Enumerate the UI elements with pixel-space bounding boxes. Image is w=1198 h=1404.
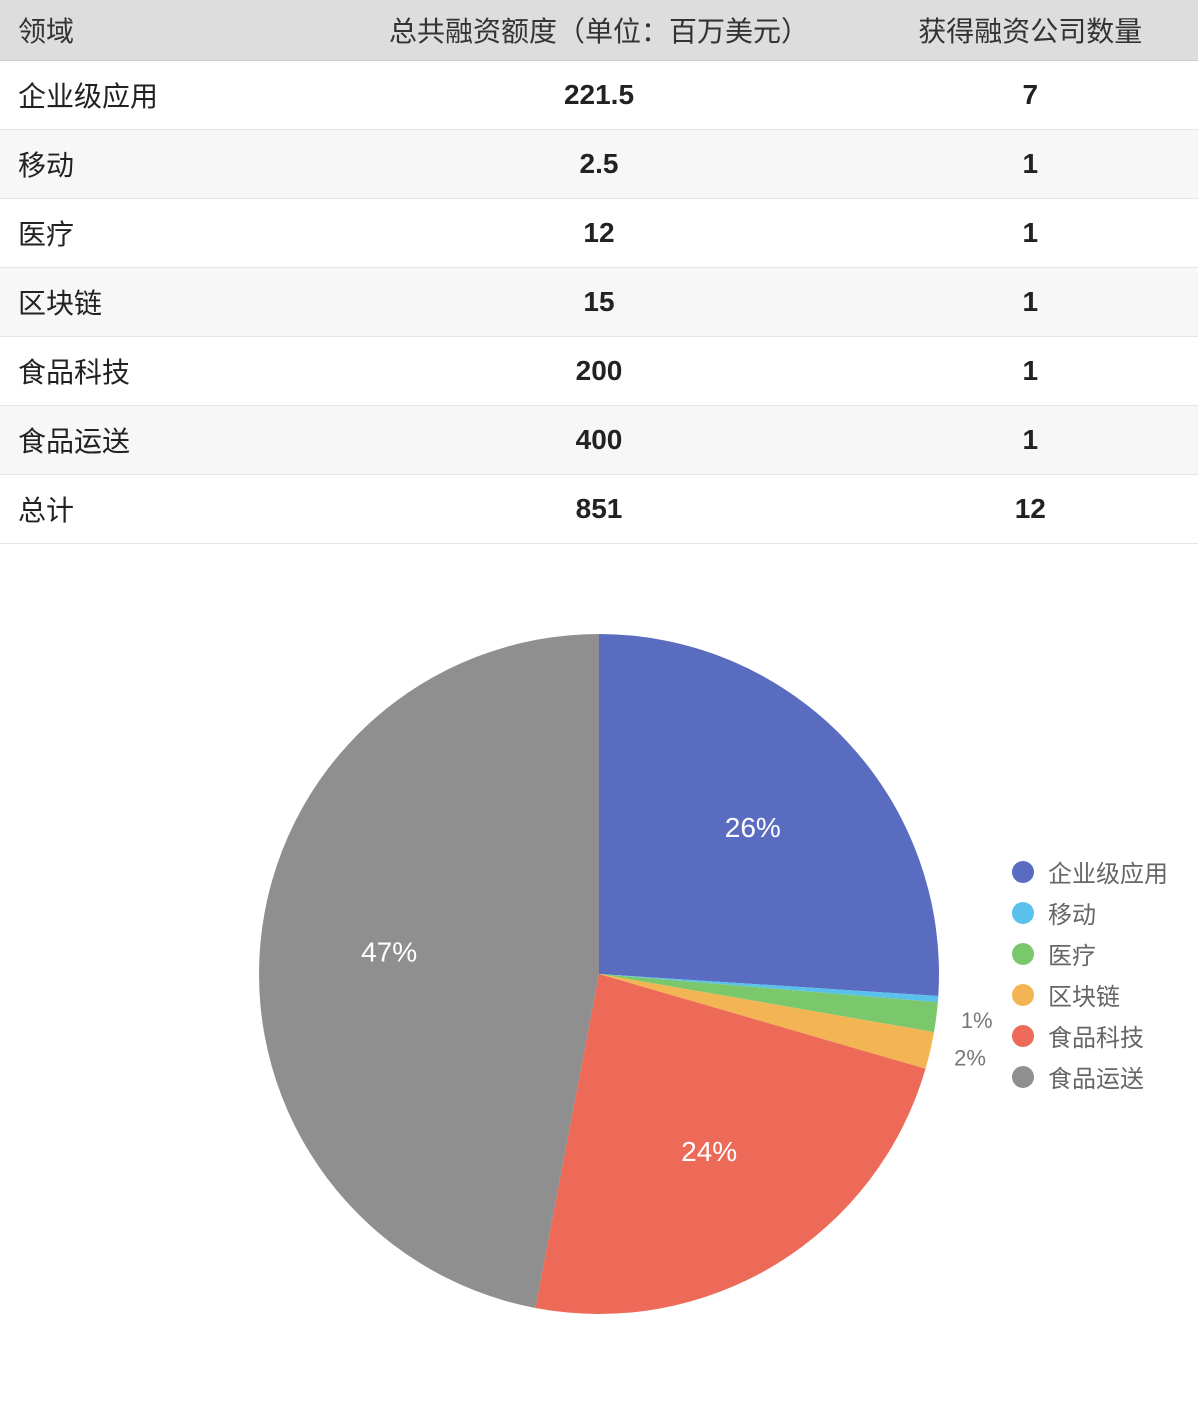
- pie-slice: [259, 634, 599, 1308]
- cell-count: 1: [863, 337, 1198, 406]
- table-row: 企业级应用221.57: [0, 61, 1198, 130]
- table-row: 区块链151: [0, 268, 1198, 337]
- cell-domain: 食品运送: [0, 406, 335, 475]
- slice-label: 1%: [961, 1008, 993, 1033]
- legend-item: 医疗: [1012, 936, 1168, 971]
- table-row: 食品科技2001: [0, 337, 1198, 406]
- legend-item: 食品运送: [1012, 1059, 1168, 1094]
- slice-label: 26%: [725, 812, 781, 843]
- page-root: 领域 总共融资额度（单位：百万美元） 获得融资公司数量 企业级应用221.57移…: [0, 0, 1198, 1404]
- legend-dot: [1012, 861, 1034, 883]
- slice-label: 24%: [681, 1136, 737, 1167]
- legend-dot: [1012, 943, 1034, 965]
- cell-count: 1: [863, 130, 1198, 199]
- col-header-count: 获得融资公司数量: [863, 0, 1198, 61]
- cell-count: 1: [863, 406, 1198, 475]
- legend-dot: [1012, 984, 1034, 1006]
- legend-item: 区块链: [1012, 977, 1168, 1012]
- cell-count: 12: [863, 475, 1198, 544]
- legend-label: 移动: [1048, 895, 1096, 930]
- legend-dot: [1012, 1025, 1034, 1047]
- legend-label: 食品科技: [1048, 1018, 1144, 1053]
- pie-area: 26% 1% 2% 24% 47% 企业级应用移动医疗区块链食品科技食品运送: [0, 584, 1198, 1364]
- cell-domain: 区块链: [0, 268, 335, 337]
- col-header-amount: 总共融资额度（单位：百万美元）: [335, 0, 862, 61]
- legend-label: 医疗: [1048, 936, 1096, 971]
- legend-dot: [1012, 1066, 1034, 1088]
- legend: 企业级应用移动医疗区块链食品科技食品运送: [1012, 848, 1168, 1100]
- cell-domain: 总计: [0, 475, 335, 544]
- funding-table: 领域 总共融资额度（单位：百万美元） 获得融资公司数量 企业级应用221.57移…: [0, 0, 1198, 544]
- cell-domain: 医疗: [0, 199, 335, 268]
- cell-count: 7: [863, 61, 1198, 130]
- legend-item: 移动: [1012, 895, 1168, 930]
- cell-domain: 企业级应用: [0, 61, 335, 130]
- cell-amount: 400: [335, 406, 862, 475]
- legend-dot: [1012, 902, 1034, 924]
- cell-domain: 移动: [0, 130, 335, 199]
- table-header-row: 领域 总共融资额度（单位：百万美元） 获得融资公司数量: [0, 0, 1198, 61]
- cell-count: 1: [863, 268, 1198, 337]
- chart-area: 26% 1% 2% 24% 47% 企业级应用移动医疗区块链食品科技食品运送: [0, 544, 1198, 1404]
- slice-label: 2%: [954, 1046, 986, 1071]
- table-row: 移动2.51: [0, 130, 1198, 199]
- legend-label: 食品运送: [1048, 1059, 1144, 1094]
- cell-amount: 200: [335, 337, 862, 406]
- table-row: 食品运送4001: [0, 406, 1198, 475]
- cell-domain: 食品科技: [0, 337, 335, 406]
- table-row: 总计85112: [0, 475, 1198, 544]
- legend-item: 食品科技: [1012, 1018, 1168, 1053]
- pie-chart: 26% 1% 2% 24% 47%: [199, 584, 999, 1364]
- legend-label: 企业级应用: [1048, 854, 1168, 889]
- legend-label: 区块链: [1048, 977, 1120, 1012]
- col-header-domain: 领域: [0, 0, 335, 61]
- slice-label: 47%: [361, 937, 417, 968]
- cell-amount: 12: [335, 199, 862, 268]
- cell-count: 1: [863, 199, 1198, 268]
- table-row: 医疗121: [0, 199, 1198, 268]
- legend-item: 企业级应用: [1012, 854, 1168, 889]
- cell-amount: 15: [335, 268, 862, 337]
- cell-amount: 221.5: [335, 61, 862, 130]
- cell-amount: 851: [335, 475, 862, 544]
- cell-amount: 2.5: [335, 130, 862, 199]
